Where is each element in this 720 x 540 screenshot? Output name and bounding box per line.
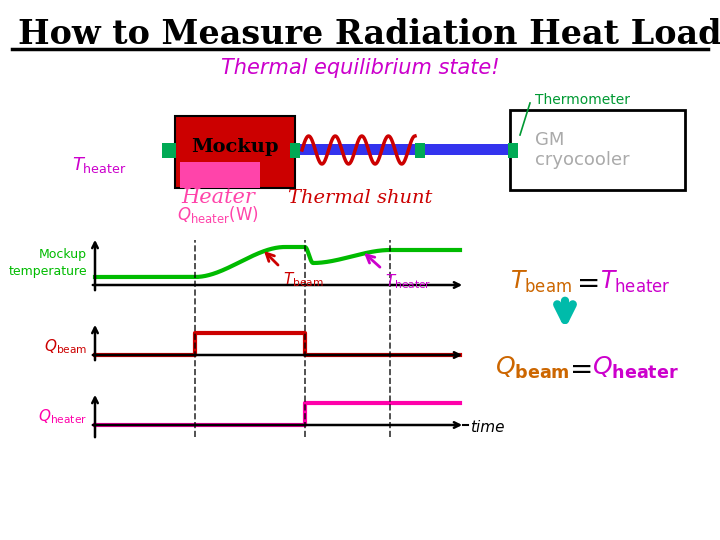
Bar <box>162 143 176 158</box>
Text: $T_{\mathregular{heater}}$: $T_{\mathregular{heater}}$ <box>385 272 431 291</box>
Bar <box>290 144 512 155</box>
Text: $T_{\mathregular{heater}}$: $T_{\mathregular{heater}}$ <box>72 155 127 175</box>
Text: GM
cryocooler: GM cryocooler <box>535 131 629 170</box>
Text: Thermometer: Thermometer <box>535 93 630 107</box>
Text: $T_{\mathregular{beam}}$: $T_{\mathregular{beam}}$ <box>283 270 324 289</box>
Text: $T_{\mathregular{beam}}$: $T_{\mathregular{beam}}$ <box>510 269 572 295</box>
Text: $=$: $=$ <box>564 354 592 382</box>
Text: Heater: Heater <box>181 188 255 207</box>
Text: $Q_{\mathregular{beam}}$: $Q_{\mathregular{beam}}$ <box>44 338 87 356</box>
Bar <box>290 143 300 158</box>
Bar <box>415 143 425 158</box>
Text: $T_{\mathregular{heater}}$: $T_{\mathregular{heater}}$ <box>600 269 670 295</box>
Text: How to Measure Radiation Heat Load: How to Measure Radiation Heat Load <box>18 18 720 51</box>
Text: $Q_{\mathregular{heater}}$: $Q_{\mathregular{heater}}$ <box>592 355 679 381</box>
Bar <box>175 116 295 188</box>
Text: $Q_{\mathregular{heater}}$: $Q_{\mathregular{heater}}$ <box>38 408 87 427</box>
Text: Thermal shunt: Thermal shunt <box>288 189 432 207</box>
Text: Thermal equilibrium state!: Thermal equilibrium state! <box>221 58 499 78</box>
Text: time: time <box>470 420 505 435</box>
Text: $=$: $=$ <box>571 268 599 296</box>
Text: $Q_{\mathregular{heater}}$(W): $Q_{\mathregular{heater}}$(W) <box>177 204 259 225</box>
Bar <box>180 162 260 188</box>
Bar <box>508 143 518 158</box>
Bar <box>510 110 685 190</box>
Text: $Q_{\mathregular{beam}}$: $Q_{\mathregular{beam}}$ <box>495 355 570 381</box>
Text: Mockup: Mockup <box>192 138 279 156</box>
Text: Mockup
temperature: Mockup temperature <box>9 248 87 278</box>
